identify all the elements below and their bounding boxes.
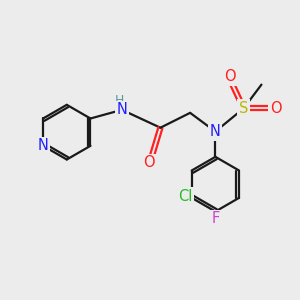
Text: N: N	[210, 124, 221, 139]
Text: N: N	[38, 138, 49, 153]
Text: Cl: Cl	[178, 189, 192, 204]
Text: O: O	[270, 101, 281, 116]
Text: O: O	[224, 69, 236, 84]
Text: N: N	[116, 102, 127, 117]
Text: F: F	[211, 212, 220, 226]
Text: H: H	[115, 94, 124, 107]
Text: S: S	[239, 101, 248, 116]
Text: O: O	[143, 155, 155, 170]
